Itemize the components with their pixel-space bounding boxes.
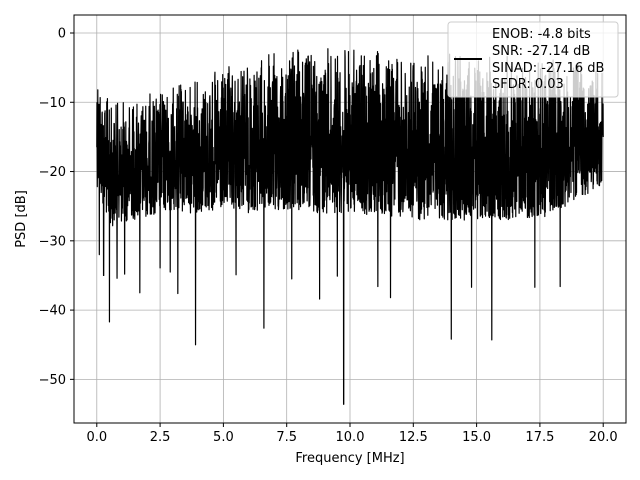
y-tick-label: −10 bbox=[39, 96, 66, 111]
x-tick-label: 12.5 bbox=[399, 430, 428, 445]
y-tick-label: −50 bbox=[39, 373, 66, 388]
x-tick-label: 0.0 bbox=[86, 430, 107, 445]
y-tick-label: −30 bbox=[39, 234, 66, 249]
legend-line-1: ENOB: -4.8 bits bbox=[492, 27, 591, 42]
legend: ENOB: -4.8 bits SNR: -27.14 dB SINAD: -2… bbox=[447, 21, 619, 98]
x-tick-label: 15.0 bbox=[462, 430, 491, 445]
x-tick-label: 7.5 bbox=[276, 430, 297, 445]
x-tick-label: 17.5 bbox=[525, 430, 554, 445]
x-tick-label: 20.0 bbox=[589, 430, 618, 445]
y-tick-label: −40 bbox=[39, 304, 66, 319]
x-axis-label: Frequency [MHz] bbox=[295, 451, 404, 466]
x-tick-label: 5.0 bbox=[213, 430, 234, 445]
x-ticks: 0.0 2.5 5.0 7.5 10.0 12.5 15.0 17.5 20.0 bbox=[86, 423, 618, 445]
x-tick-label: 10.0 bbox=[336, 430, 365, 445]
y-tick-label: 0 bbox=[58, 27, 66, 42]
legend-line-4: SFDR: 0.03 bbox=[492, 77, 564, 92]
legend-line-2: SNR: -27.14 dB bbox=[492, 44, 590, 59]
legend-line-3: SINAD: -27.16 dB bbox=[492, 61, 604, 76]
legend-box bbox=[447, 21, 619, 98]
y-axis-label: PSD [dB] bbox=[14, 190, 29, 248]
y-tick-label: −20 bbox=[39, 165, 66, 180]
x-tick-label: 2.5 bbox=[150, 430, 171, 445]
y-ticks: 0 −10 −20 −30 −40 −50 bbox=[39, 27, 74, 388]
